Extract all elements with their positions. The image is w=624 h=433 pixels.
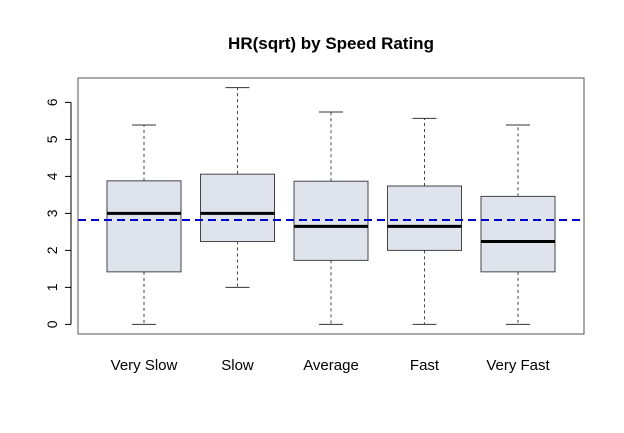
y-tick-label: 4 xyxy=(44,172,60,180)
x-category-label: Average xyxy=(303,357,359,374)
box-group xyxy=(106,124,182,325)
chart-title: HR(sqrt) by Speed Rating xyxy=(228,34,434,53)
x-category-label: Very Fast xyxy=(486,357,550,374)
iqr-box xyxy=(200,173,275,243)
y-tick-label: 3 xyxy=(44,209,60,217)
box-group xyxy=(200,87,275,288)
y-tick-label: 2 xyxy=(44,246,60,254)
x-axis: Very Slow Slow Average Fast Very Fast xyxy=(111,357,551,374)
x-category-label: Fast xyxy=(410,357,440,374)
boxes-layer xyxy=(106,87,556,325)
x-category-label: Very Slow xyxy=(111,357,178,374)
y-tick-label: 1 xyxy=(44,283,60,291)
iqr-box xyxy=(387,185,462,251)
y-tick-label: 0 xyxy=(44,320,60,328)
iqr-box xyxy=(106,180,182,273)
y-tick-label: 6 xyxy=(44,98,60,106)
iqr-box xyxy=(480,195,556,273)
plot-frame xyxy=(77,77,585,335)
y-axis: 0 1 2 3 4 5 6 xyxy=(44,98,72,328)
box-group xyxy=(293,111,369,325)
box-group xyxy=(387,117,462,325)
box-group xyxy=(480,124,556,325)
x-category-label: Slow xyxy=(221,357,254,374)
y-tick-label: 5 xyxy=(44,135,60,143)
